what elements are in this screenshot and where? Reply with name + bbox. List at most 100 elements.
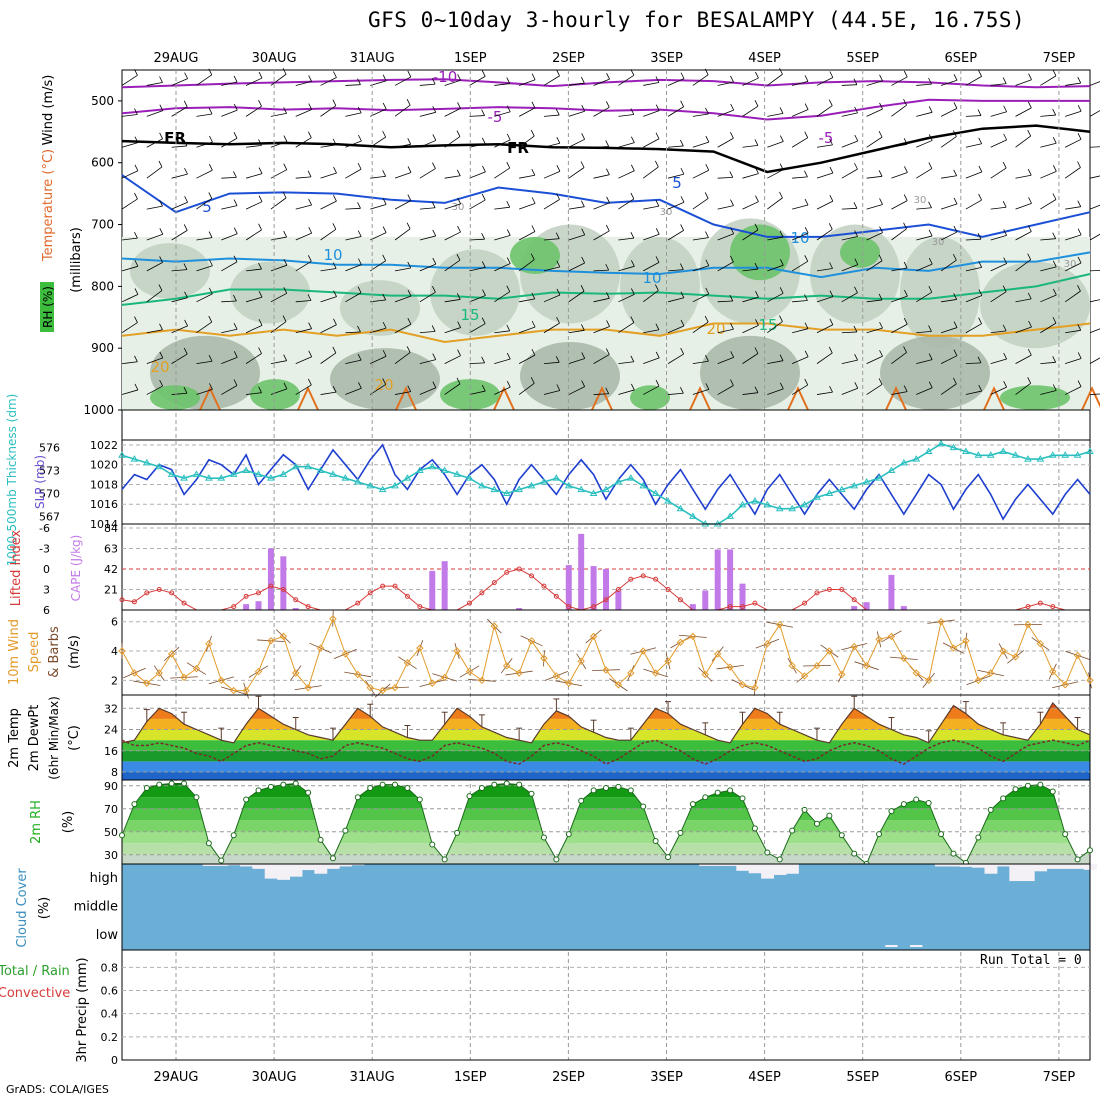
wind-barb xyxy=(1089,110,1100,117)
temp-band xyxy=(122,740,1090,751)
rh-blob xyxy=(1000,385,1070,410)
thickness-point xyxy=(155,462,164,470)
wind-barb-feather xyxy=(581,76,585,84)
wind10-point xyxy=(1036,639,1045,648)
cloud-high-gap xyxy=(1034,864,1048,872)
wind-barb-feather xyxy=(407,289,412,297)
wind-barb xyxy=(543,294,561,303)
bottom-date-label: 31AUG xyxy=(350,1070,395,1085)
wind-barb-feather xyxy=(977,233,982,240)
wind10-point xyxy=(292,669,300,677)
wind-barb-feather xyxy=(730,227,735,234)
rh-tick-label: 30 xyxy=(104,849,118,862)
thickness-line xyxy=(121,442,1091,525)
surface-temp-spike xyxy=(395,385,417,411)
wind-barb xyxy=(320,352,337,364)
wind-barb xyxy=(1040,75,1057,86)
wind-barb-feather xyxy=(506,133,511,141)
thickness-point xyxy=(304,462,313,470)
cape-bar xyxy=(615,590,622,610)
wind10-point xyxy=(155,669,163,677)
wind-barb xyxy=(767,264,784,272)
wind-barb xyxy=(345,168,362,179)
rh2m-point xyxy=(416,796,423,803)
wind-barb xyxy=(593,297,610,303)
wind-barb xyxy=(494,386,511,395)
thickness-point xyxy=(1086,447,1094,454)
wind-barb-feather xyxy=(928,257,933,265)
wind-barb-feather xyxy=(159,379,163,387)
wind-barb-feather xyxy=(730,75,734,83)
wind-barb xyxy=(543,75,560,86)
wind-barb xyxy=(891,228,907,241)
lifted-index-point xyxy=(740,604,746,610)
wind-barb xyxy=(816,324,834,334)
wind-barb xyxy=(990,358,1007,365)
wind-barb-feather xyxy=(1027,129,1032,137)
cape-bar xyxy=(429,570,436,610)
lifted-index-point xyxy=(826,587,832,592)
wind-barb xyxy=(444,108,461,117)
thickness-point xyxy=(540,478,548,485)
wind-barb-feather xyxy=(704,315,709,323)
wind-barb-feather xyxy=(730,323,734,330)
wind-barb-feather xyxy=(854,382,859,389)
wind-barb xyxy=(916,359,933,365)
wind-barb xyxy=(742,324,759,334)
wind-barb-feather xyxy=(556,193,560,200)
cape-bar xyxy=(900,606,907,610)
cloud-low-gap xyxy=(910,945,923,947)
wind-barb-feather xyxy=(307,378,312,386)
y-axis-label-rh: RH (%) xyxy=(41,286,55,328)
wind-barb xyxy=(444,259,461,272)
wind-barb xyxy=(717,328,734,334)
wind-barb xyxy=(792,81,809,86)
wind-barb-feather xyxy=(308,75,312,82)
wind-barb-feather xyxy=(779,68,783,75)
wind-barb xyxy=(965,362,982,365)
thickness-point xyxy=(664,497,672,504)
wind-barb-feather xyxy=(407,70,412,78)
wind-barb xyxy=(866,136,883,148)
wind10-point xyxy=(639,647,647,655)
wind-barb-feather xyxy=(605,224,610,232)
wind-barb xyxy=(841,207,857,210)
wind-barb-feather xyxy=(382,74,387,82)
wind10-point xyxy=(440,673,449,682)
wind-barb-feather xyxy=(953,197,958,205)
wind-barb xyxy=(345,292,362,303)
wind-barb-feather xyxy=(1003,380,1008,388)
wind-barb-feather xyxy=(431,77,436,85)
cloud-high-gap xyxy=(1021,864,1035,882)
wind-barb-feather xyxy=(183,347,188,355)
wind-barb-feather xyxy=(382,130,387,138)
wind-barb-feather xyxy=(705,231,709,238)
wind-barb-feather xyxy=(754,223,759,231)
wind-barb xyxy=(121,142,139,148)
wind-barb-feather xyxy=(655,379,660,387)
wind-barb-feather xyxy=(159,228,164,235)
wind-barb xyxy=(196,198,212,210)
wind-barb xyxy=(792,300,808,303)
wind-barb xyxy=(941,175,957,179)
wind10-point xyxy=(1049,667,1057,676)
thickness-point xyxy=(614,478,623,485)
wind-barb xyxy=(245,77,263,86)
wind-barb-feather xyxy=(481,261,486,268)
wind-barb-feather xyxy=(879,102,883,110)
wind-barb xyxy=(568,234,585,241)
wind10-point xyxy=(304,683,312,692)
wind-barb-feather xyxy=(928,325,932,332)
wind-barb xyxy=(394,352,411,364)
wind-barb-feather xyxy=(779,259,784,266)
wind-barb-feather xyxy=(953,293,958,300)
cape-bar xyxy=(578,533,585,610)
wind-barb-feather xyxy=(432,286,436,293)
wind-barb xyxy=(171,106,188,117)
wind-barb-feather xyxy=(456,254,461,261)
rh2m-point xyxy=(888,808,895,815)
wind-barb-feather xyxy=(804,294,808,301)
wind-barb-feather xyxy=(804,350,809,357)
thickness-point xyxy=(676,504,685,512)
contour-label: FR xyxy=(164,129,186,147)
